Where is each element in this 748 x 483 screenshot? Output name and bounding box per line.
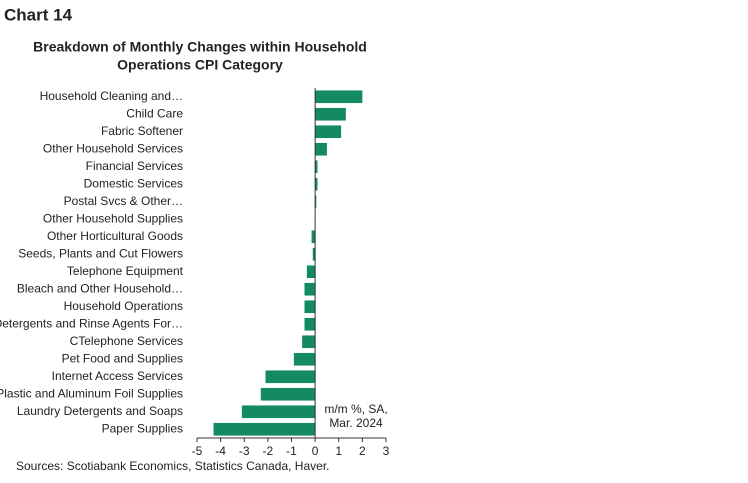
bar bbox=[311, 230, 316, 244]
bar bbox=[265, 370, 316, 384]
bar bbox=[315, 142, 327, 156]
y-tick-label: Fabric Softener bbox=[101, 124, 183, 138]
bar bbox=[312, 247, 316, 261]
chart-label: Chart 14 bbox=[4, 5, 73, 24]
y-tick-label: Detergents and Rinse Agents For… bbox=[0, 316, 183, 330]
annotation: m/m %, SA, bbox=[324, 402, 387, 416]
bar bbox=[315, 160, 318, 174]
bar bbox=[315, 177, 318, 191]
bar bbox=[315, 195, 317, 209]
y-tick-label: Child Care bbox=[126, 106, 183, 120]
x-tick-label: -5 bbox=[192, 444, 203, 458]
y-tick-label: Pet Food and Supplies bbox=[62, 351, 183, 365]
bar bbox=[315, 90, 363, 104]
source: Sources: Scotiabank Economics, Statistic… bbox=[16, 459, 329, 473]
bar bbox=[315, 125, 342, 139]
x-tick-label: 3 bbox=[383, 444, 390, 458]
bar bbox=[213, 422, 316, 436]
y-tick-label: Other Horticultural Goods bbox=[47, 229, 183, 243]
y-tick-label: Paper Supplies bbox=[102, 421, 183, 435]
y-tick-label: Financial Services bbox=[86, 159, 183, 173]
y-tick-label: Bleach and Other Household… bbox=[17, 281, 183, 295]
x-tick-label: 0 bbox=[312, 444, 319, 458]
y-tick-label: Household Cleaning and… bbox=[40, 89, 183, 103]
x-tick-label: 1 bbox=[335, 444, 342, 458]
x-tick-label: -4 bbox=[215, 444, 226, 458]
y-tick-label: Seeds, Plants and Cut Flowers bbox=[18, 246, 183, 260]
bar bbox=[304, 300, 316, 314]
y-tick-label: CTelephone Services bbox=[70, 334, 183, 348]
y-tick-label: Internet Access Services bbox=[52, 369, 183, 383]
bar bbox=[302, 335, 316, 349]
bar bbox=[315, 107, 346, 121]
x-tick-label: 2 bbox=[359, 444, 366, 458]
y-tick-label: Postal Svcs & Other… bbox=[64, 194, 183, 208]
bar bbox=[241, 405, 316, 419]
chart-title: Breakdown of Monthly Changes within Hous… bbox=[33, 39, 367, 55]
x-tick-label: -1 bbox=[286, 444, 297, 458]
y-tick-label: Plastic and Aluminum Foil Supplies bbox=[0, 386, 183, 400]
y-tick-label: Other Household Supplies bbox=[43, 211, 183, 225]
x-tick-label: -3 bbox=[239, 444, 250, 458]
bar bbox=[304, 317, 316, 331]
bar bbox=[260, 387, 316, 401]
bar bbox=[293, 352, 316, 366]
y-tick-label: Other Household Services bbox=[43, 141, 183, 155]
x-tick-label: -2 bbox=[263, 444, 274, 458]
y-tick-label: Household Operations bbox=[64, 299, 183, 313]
bar bbox=[304, 282, 316, 296]
chart-title: Operations CPI Category bbox=[117, 57, 283, 73]
annotation: Mar. 2024 bbox=[329, 416, 383, 430]
y-tick-label: Telephone Equipment bbox=[67, 264, 184, 278]
y-tick-label: Domestic Services bbox=[84, 176, 183, 190]
y-tick-label: Laundry Detergents and Soaps bbox=[17, 404, 183, 418]
bar bbox=[306, 265, 316, 279]
